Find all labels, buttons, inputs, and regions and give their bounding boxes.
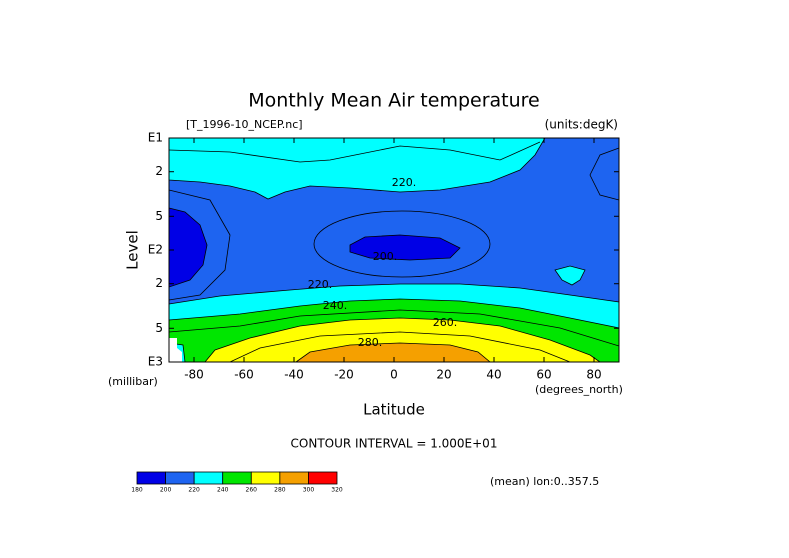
missing-data [169, 338, 182, 362]
contour-band [349, 234, 461, 261]
colorbar-label: 260 [246, 487, 258, 494]
y-tick-label: 2 [155, 276, 163, 290]
y-tick-label: E3 [148, 355, 163, 369]
x-tick-label: -20 [334, 368, 354, 382]
colorbar-box [165, 471, 195, 485]
chart-title: Monthly Mean Air temperature [248, 90, 539, 112]
y-axis-unit: (millibar) [108, 375, 158, 388]
x-tick-label: -60 [234, 368, 254, 382]
x-tick-label: -40 [284, 368, 304, 382]
colorbar-label: 300 [303, 487, 315, 494]
contour-label: 260. [433, 316, 458, 329]
contour-line [589, 147, 620, 201]
subtitle-right: (units:degK) [545, 118, 618, 132]
contour-band [168, 137, 546, 200]
y-tick-label: 2 [155, 164, 163, 178]
x-tick-label: 60 [536, 368, 551, 382]
colorbar-label: 240 [217, 487, 229, 494]
x-tick-label: -80 [184, 368, 204, 382]
colorbar-label: 280 [274, 487, 286, 494]
contour-label: 280. [358, 336, 383, 349]
contour-line [313, 210, 491, 278]
contour-line [168, 141, 541, 163]
contour-label: 220. [392, 176, 417, 189]
y-tick-label: 5 [155, 321, 163, 335]
contour-interval: CONTOUR INTERVAL = 1.000E+01 [291, 437, 498, 451]
x-tick-label: 20 [436, 368, 451, 382]
colorbar-box [222, 471, 252, 485]
x-tick-label: 80 [586, 368, 601, 382]
x-axis-unit: (degrees_north) [535, 383, 623, 396]
contour-line [168, 309, 620, 347]
y-tick-label: E2 [148, 243, 163, 257]
y-tick-label: E1 [148, 131, 163, 145]
contour-line [168, 189, 231, 301]
contour-band [168, 207, 208, 288]
x-axis-label: Latitude [363, 401, 425, 419]
y-axis-label: Level [124, 230, 142, 270]
colorbar-label: 320 [331, 487, 343, 494]
x-tick-label: 40 [486, 368, 501, 382]
contour-band [554, 265, 586, 286]
colorbar-box [136, 471, 166, 485]
contour-label: 200. [373, 250, 398, 263]
y-tick-label: 5 [155, 209, 163, 223]
note: (mean) lon:0..357.5 [490, 475, 599, 488]
x-tick-label: 0 [390, 368, 398, 382]
contour-line [229, 331, 571, 363]
colorbar-box [308, 471, 338, 485]
contour-label: 220. [308, 278, 333, 291]
colorbar-box [279, 471, 309, 485]
contour-label: 240. [323, 299, 348, 312]
subtitle-left: [T_1996-10_NCEP.nc] [186, 118, 303, 131]
colorbar-label: 200 [160, 487, 172, 494]
colorbar-label: 180 [131, 487, 143, 494]
colorbar-box [193, 471, 224, 485]
colorbar-label: 220 [188, 487, 200, 494]
contour-field [168, 137, 620, 363]
colorbar-box [250, 471, 281, 485]
contour-band [204, 317, 602, 363]
